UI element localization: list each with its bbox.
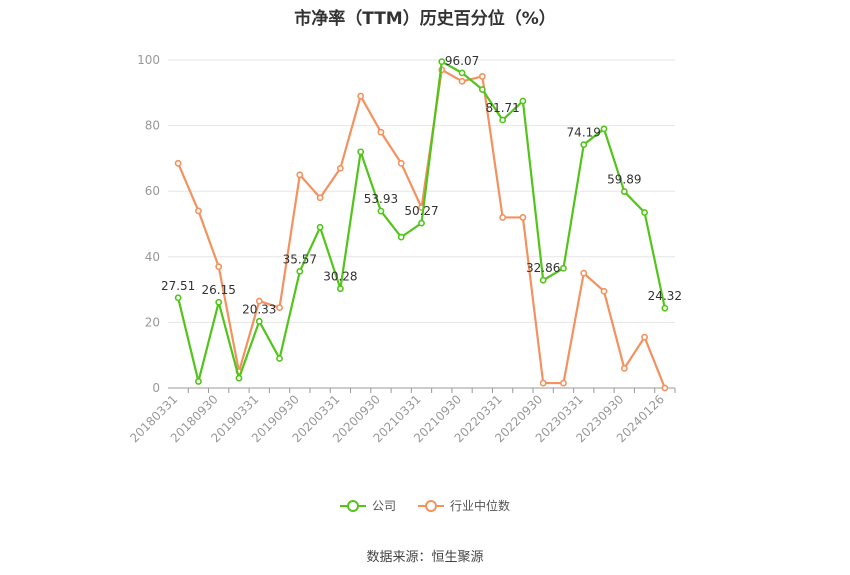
data-point[interactable] xyxy=(174,159,182,167)
y-tick-label: 80 xyxy=(145,119,160,133)
data-point[interactable] xyxy=(316,223,324,231)
data-point[interactable] xyxy=(276,355,283,362)
data-point[interactable] xyxy=(215,263,223,271)
data-label: 96.07 xyxy=(445,54,479,68)
data-point[interactable] xyxy=(499,214,507,221)
data-point[interactable] xyxy=(600,125,608,133)
legend-company-label: 公司 xyxy=(371,499,396,513)
data-point[interactable] xyxy=(195,207,202,215)
data-point[interactable] xyxy=(255,297,263,305)
data-point[interactable] xyxy=(641,333,648,341)
data-point[interactable] xyxy=(357,92,365,100)
chart-title: 市净率（TTM）历史百分位（%） xyxy=(294,9,556,29)
data-point[interactable] xyxy=(539,379,547,387)
data-point[interactable] xyxy=(641,209,648,216)
data-point[interactable] xyxy=(661,304,669,312)
axes: 0204060801002018033120180930201903312019… xyxy=(127,53,676,445)
y-tick-label: 0 xyxy=(152,381,160,395)
data-label: 32.86 xyxy=(526,261,560,275)
legend-item-industry[interactable]: 行业中位数 xyxy=(418,497,510,514)
data-point[interactable] xyxy=(296,171,304,179)
data-point[interactable] xyxy=(438,58,446,66)
data-point[interactable] xyxy=(560,379,567,387)
legend-item-company[interactable]: 公司 xyxy=(339,497,396,514)
data-point[interactable] xyxy=(499,116,507,124)
data-point[interactable] xyxy=(620,364,628,372)
y-tick-label: 100 xyxy=(137,53,160,67)
data-point[interactable] xyxy=(560,264,567,272)
data-point[interactable] xyxy=(519,214,527,221)
legend-industry-marker-icon xyxy=(418,499,444,512)
data-point[interactable] xyxy=(458,69,466,77)
data-labels: 27.51 26.15 20.33 35.57 30.28 53.93 50.27 96.07… xyxy=(161,54,682,316)
data-point[interactable] xyxy=(377,128,385,136)
data-point[interactable] xyxy=(458,77,466,85)
data-label: 35.57 xyxy=(283,252,317,266)
data-point[interactable] xyxy=(174,294,182,302)
data-point[interactable] xyxy=(600,287,608,295)
data-label: 50.27 xyxy=(404,204,438,218)
data-label: 24.32 xyxy=(648,289,682,303)
data-point[interactable] xyxy=(418,219,425,227)
data-point[interactable] xyxy=(215,298,223,306)
data-point[interactable] xyxy=(357,148,365,156)
data-label: 27.51 xyxy=(161,279,195,293)
source-note: 数据来源：恒生聚源 xyxy=(366,550,484,565)
data-point[interactable] xyxy=(580,141,588,149)
data-point[interactable] xyxy=(478,73,486,80)
data-point[interactable] xyxy=(661,384,669,392)
data-label: 53.93 xyxy=(364,192,398,206)
legend-industry-label: 行业中位数 xyxy=(450,499,511,513)
y-tick-label: 60 xyxy=(145,184,160,198)
data-label: 74.19 xyxy=(567,126,601,140)
data-label: 26.15 xyxy=(202,283,236,297)
y-tick-label: 40 xyxy=(145,250,160,264)
series xyxy=(174,58,669,392)
data-label: 81.71 xyxy=(485,101,519,115)
data-point[interactable] xyxy=(255,317,263,325)
data-point[interactable] xyxy=(397,233,405,241)
data-point[interactable] xyxy=(397,159,405,167)
data-point[interactable] xyxy=(235,374,243,382)
data-point[interactable] xyxy=(377,207,385,215)
series-line xyxy=(177,68,666,389)
data-point[interactable] xyxy=(296,267,304,275)
data-point[interactable] xyxy=(336,164,344,172)
data-point[interactable] xyxy=(195,378,202,385)
data-point[interactable] xyxy=(478,86,486,93)
data-label: 59.89 xyxy=(607,173,641,187)
data-point[interactable] xyxy=(620,188,628,195)
legend-company-marker-icon xyxy=(339,499,366,512)
data-label: 30.28 xyxy=(323,270,357,284)
data-point[interactable] xyxy=(580,269,588,277)
data-point[interactable] xyxy=(276,304,283,312)
data-label: 20.33 xyxy=(242,302,276,316)
data-point[interactable] xyxy=(519,97,527,105)
grid-lines xyxy=(168,59,675,323)
data-point[interactable] xyxy=(336,285,344,293)
legend: 公司 行业中位数 xyxy=(0,497,850,514)
data-point[interactable] xyxy=(316,194,324,202)
data-point[interactable] xyxy=(539,276,547,284)
y-tick-label: 20 xyxy=(145,315,160,329)
